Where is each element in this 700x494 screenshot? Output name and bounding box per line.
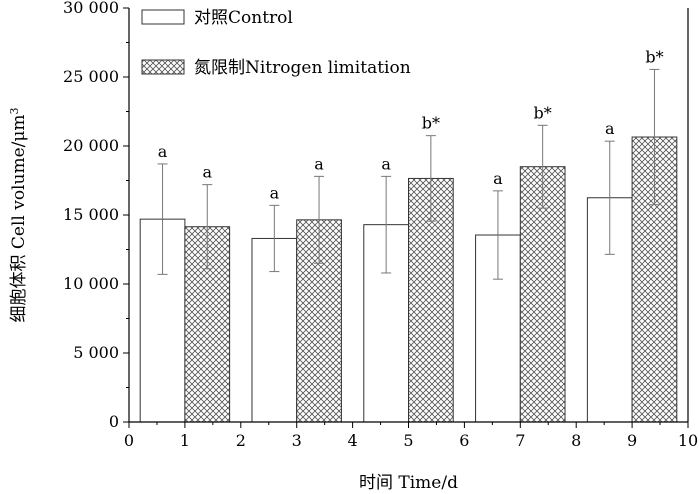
axes: 0 1 2 3 4 5 6 7 8 9 10 0 5 000 10 000 15 000 20 000 25 0… xyxy=(63,0,698,450)
x-axis-title: 时间 Time/d xyxy=(359,473,458,493)
significance-label: b* xyxy=(645,47,663,66)
error-bar xyxy=(269,204,280,273)
y-tick-label: 15 000 xyxy=(63,205,119,224)
significance-label: b* xyxy=(422,114,440,133)
y-tick-label: 20 000 xyxy=(63,136,119,155)
plot-area: a a a a a a a b* b* b* xyxy=(139,47,678,423)
y-tick-label: 30 000 xyxy=(63,0,119,17)
x-tick-label: 5 xyxy=(403,431,413,450)
error-bar xyxy=(425,135,436,222)
x-tick-label: 7 xyxy=(515,431,525,450)
y-tick-label: 25 000 xyxy=(63,67,119,86)
significance-label: a xyxy=(314,154,324,173)
significance-label: a xyxy=(493,169,503,188)
significance-label: a xyxy=(270,183,280,202)
legend-label-nitrogen: 氮限制Nitrogen limitation xyxy=(194,58,411,78)
significance-label: b* xyxy=(534,103,552,122)
y-tick-label: 10 000 xyxy=(63,274,119,293)
error-bar xyxy=(314,175,325,264)
x-tick-label: 9 xyxy=(627,431,637,450)
y-axis-title: 细胞体积 Cell volume/μm3 xyxy=(8,107,30,322)
error-bar xyxy=(604,140,615,255)
y-axis-title-superscript: 3 xyxy=(8,107,21,114)
error-bar xyxy=(492,190,503,280)
significance-label: a xyxy=(381,154,391,173)
significance-label: a xyxy=(158,142,168,161)
error-bar xyxy=(649,68,660,206)
y-tick-label: 0 xyxy=(109,412,119,431)
x-tick-label: 2 xyxy=(236,431,246,450)
x-tick-label: 1 xyxy=(180,431,190,450)
legend-swatch-control xyxy=(141,9,185,25)
error-bar xyxy=(381,175,392,274)
x-tick-label: 0 xyxy=(124,431,134,450)
bar-nitrogen xyxy=(519,166,566,423)
x-tick-label: 4 xyxy=(348,431,358,450)
legend: 对照Control 氮限制Nitrogen limitation xyxy=(141,8,411,78)
x-tick-label: 10 xyxy=(678,431,698,450)
error-bar xyxy=(157,163,168,275)
x-tick-label: 3 xyxy=(292,431,302,450)
y-tick-label: 5 000 xyxy=(73,343,119,362)
significance-label: a xyxy=(202,163,212,182)
significance-label: a xyxy=(605,119,615,138)
error-bar xyxy=(537,124,548,209)
legend-swatch-nitrogen xyxy=(141,59,185,75)
x-tick-label: 8 xyxy=(571,431,581,450)
error-bar xyxy=(202,184,213,270)
x-tick-label: 6 xyxy=(459,431,469,450)
legend-label-control: 对照Control xyxy=(194,8,293,28)
